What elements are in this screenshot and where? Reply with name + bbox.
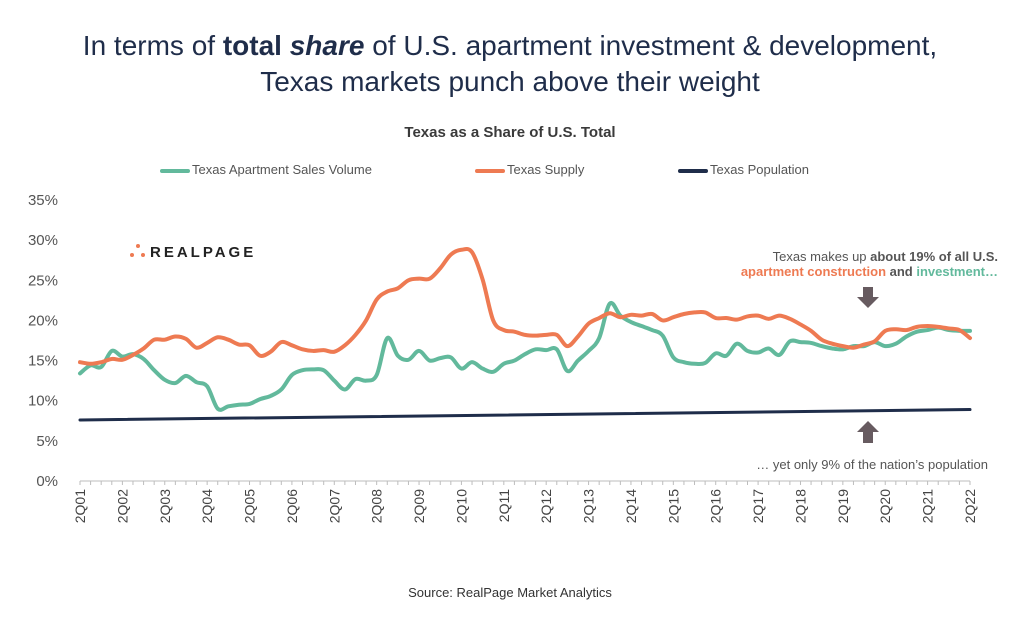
x-tick-label: 2Q21 <box>920 489 936 523</box>
x-tick-label: 2Q19 <box>835 489 851 523</box>
headline-line-2: Texas markets punch above their weight <box>260 66 760 97</box>
x-tick-label: 2Q04 <box>199 489 215 523</box>
annotation-bottom: … yet only 9% of the nation’s population <box>756 457 988 472</box>
source-note: Source: RealPage Market Analytics <box>408 585 612 600</box>
y-tick-label: 5% <box>36 433 58 450</box>
annotation-arrows <box>857 287 879 443</box>
x-tick-label: 2Q20 <box>877 489 893 523</box>
x-tick-label: 2Q17 <box>750 489 766 523</box>
series-line-population <box>78 408 972 422</box>
x-tick-label: 2Q03 <box>157 489 173 523</box>
annotation-top-line-2: apartment construction and investment… <box>740 264 998 279</box>
annotation-top: Texas makes up about 19% of all U.S. apa… <box>700 249 998 279</box>
y-tick-label: 30% <box>28 232 58 249</box>
x-tick-label: 2Q15 <box>665 489 681 523</box>
y-tick-label: 25% <box>28 272 58 289</box>
y-tick-label: 20% <box>28 312 58 329</box>
y-tick-label: 15% <box>28 353 58 370</box>
x-tick-label: 2Q18 <box>792 489 808 523</box>
y-tick-label: 35% <box>28 192 58 209</box>
x-tick-label: 2Q10 <box>453 489 469 523</box>
legend-label-population: Texas Population <box>710 162 810 177</box>
legend-label-supply: Texas Supply <box>507 162 585 177</box>
x-tick-label: 2Q14 <box>623 489 639 523</box>
headline-bold-total: total <box>222 30 282 61</box>
y-tick-label: 10% <box>28 393 58 410</box>
x-tick-label: 2Q07 <box>326 489 342 523</box>
legend-label-sales: Texas Apartment Sales Volume <box>192 162 372 177</box>
x-tick-label: 2Q06 <box>284 489 300 523</box>
x-tick-label: 2Q16 <box>708 489 724 523</box>
logo-wordmark: REALPAGE <box>150 244 257 261</box>
x-tick-label: 2Q22 <box>962 489 978 523</box>
x-tick-label: 2Q11 <box>496 489 512 522</box>
x-tick-label: 2Q01 <box>72 489 88 523</box>
arrow-up-icon <box>857 421 879 443</box>
headline-bold-italic-share: share <box>289 30 365 61</box>
arrow-down-icon <box>857 287 879 308</box>
legend-swatch-supply <box>475 169 505 173</box>
legend-swatch-sales <box>160 169 190 173</box>
x-tick-label: 2Q13 <box>581 489 597 523</box>
annotation-top-line-1: Texas makes up about 19% of all U.S. <box>772 249 998 264</box>
headline-line-1: In terms of total share of U.S. apartmen… <box>82 30 938 61</box>
series-line-supply <box>78 246 972 366</box>
series-lines <box>78 246 972 422</box>
x-axis: 2Q01 2Q02 2Q03 2Q04 2Q05 2Q06 2Q07 2Q08 2Q09 2Q10… <box>72 480 978 523</box>
x-tick-label: 2Q08 <box>369 489 385 523</box>
legend-swatch-population <box>678 169 708 173</box>
x-tick-label: 2Q09 <box>411 489 427 523</box>
chart-headline: In terms of total share of U.S. apartmen… <box>0 28 1020 100</box>
y-axis: 0% 5% 10% 15% 20% 25% 30% 35% <box>28 192 58 490</box>
x-tick-label: 2Q02 <box>114 489 130 523</box>
chart-title: Texas as a Share of U.S. Total <box>404 124 616 141</box>
series-line-sales <box>78 300 972 412</box>
y-tick-label: 0% <box>36 473 58 490</box>
x-tick-label: 2Q12 <box>538 489 554 523</box>
x-tick-label: 2Q05 <box>242 489 258 523</box>
logo-dots-icon <box>130 244 146 262</box>
